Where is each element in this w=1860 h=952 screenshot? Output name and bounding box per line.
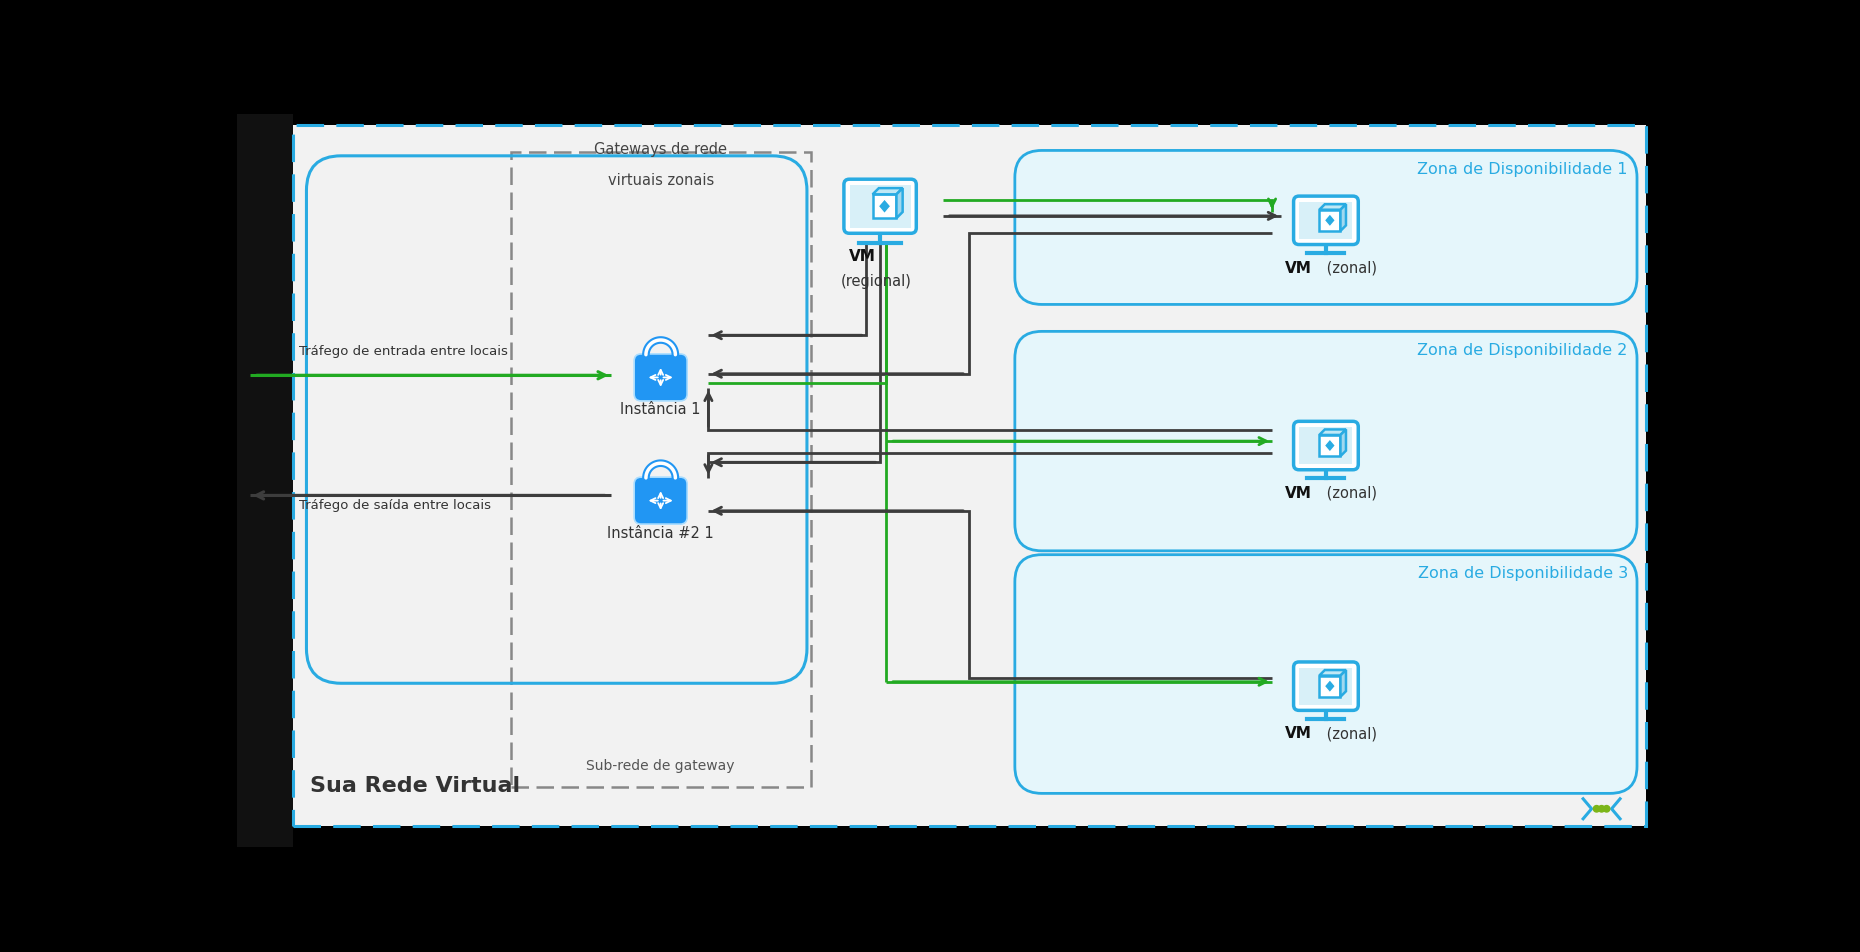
Text: virtuais zonais: virtuais zonais	[608, 172, 714, 188]
Text: Sua Rede Virtual: Sua Rede Virtual	[309, 777, 519, 797]
Polygon shape	[1341, 205, 1347, 231]
Text: Instância 1: Instância 1	[621, 403, 701, 417]
FancyBboxPatch shape	[844, 179, 917, 233]
Text: Gateways de rede: Gateways de rede	[593, 142, 727, 157]
Polygon shape	[1324, 439, 1335, 452]
Text: (zonal): (zonal)	[1322, 726, 1376, 742]
Polygon shape	[1324, 214, 1335, 227]
FancyBboxPatch shape	[292, 125, 1646, 825]
Text: VM: VM	[1285, 261, 1311, 275]
FancyBboxPatch shape	[1016, 331, 1637, 551]
Polygon shape	[1319, 670, 1347, 676]
Circle shape	[1598, 805, 1605, 812]
Polygon shape	[1319, 209, 1341, 231]
FancyBboxPatch shape	[1293, 662, 1358, 710]
Polygon shape	[872, 194, 897, 218]
Text: Tráfego de entrada entre locais: Tráfego de entrada entre locais	[299, 346, 508, 358]
Text: VM: VM	[1285, 486, 1311, 501]
FancyBboxPatch shape	[238, 114, 292, 847]
Polygon shape	[1319, 205, 1347, 209]
FancyBboxPatch shape	[1293, 196, 1358, 245]
Polygon shape	[897, 188, 902, 218]
Circle shape	[1594, 805, 1600, 812]
Text: (regional): (regional)	[841, 273, 911, 288]
Circle shape	[1603, 805, 1609, 812]
FancyBboxPatch shape	[634, 477, 686, 525]
Text: VM: VM	[850, 249, 876, 264]
Text: Zona de Disponibilidade 3: Zona de Disponibilidade 3	[1417, 566, 1628, 582]
Polygon shape	[1341, 429, 1347, 456]
FancyBboxPatch shape	[1293, 422, 1358, 469]
FancyBboxPatch shape	[1016, 555, 1637, 793]
FancyBboxPatch shape	[1300, 202, 1352, 239]
Polygon shape	[878, 199, 891, 213]
FancyBboxPatch shape	[850, 185, 911, 228]
Text: Zona de Disponibilidade 1: Zona de Disponibilidade 1	[1417, 162, 1628, 177]
Polygon shape	[1341, 670, 1347, 697]
Text: Zona de Disponibilidade 2: Zona de Disponibilidade 2	[1417, 343, 1628, 358]
FancyBboxPatch shape	[1016, 150, 1637, 305]
Polygon shape	[872, 188, 902, 194]
Text: Instância #2 1: Instância #2 1	[606, 526, 714, 541]
Polygon shape	[1324, 680, 1335, 693]
Text: VM: VM	[1285, 726, 1311, 742]
FancyBboxPatch shape	[634, 354, 686, 401]
Text: Tráfego de saída entre locais: Tráfego de saída entre locais	[299, 499, 491, 512]
Polygon shape	[1319, 429, 1347, 435]
Text: (zonal): (zonal)	[1322, 486, 1376, 501]
FancyBboxPatch shape	[1300, 667, 1352, 704]
Text: (zonal): (zonal)	[1322, 261, 1376, 275]
Polygon shape	[1319, 435, 1341, 456]
Text: Sub-rede de gateway: Sub-rede de gateway	[586, 760, 735, 773]
FancyBboxPatch shape	[1300, 427, 1352, 464]
Polygon shape	[1319, 676, 1341, 697]
